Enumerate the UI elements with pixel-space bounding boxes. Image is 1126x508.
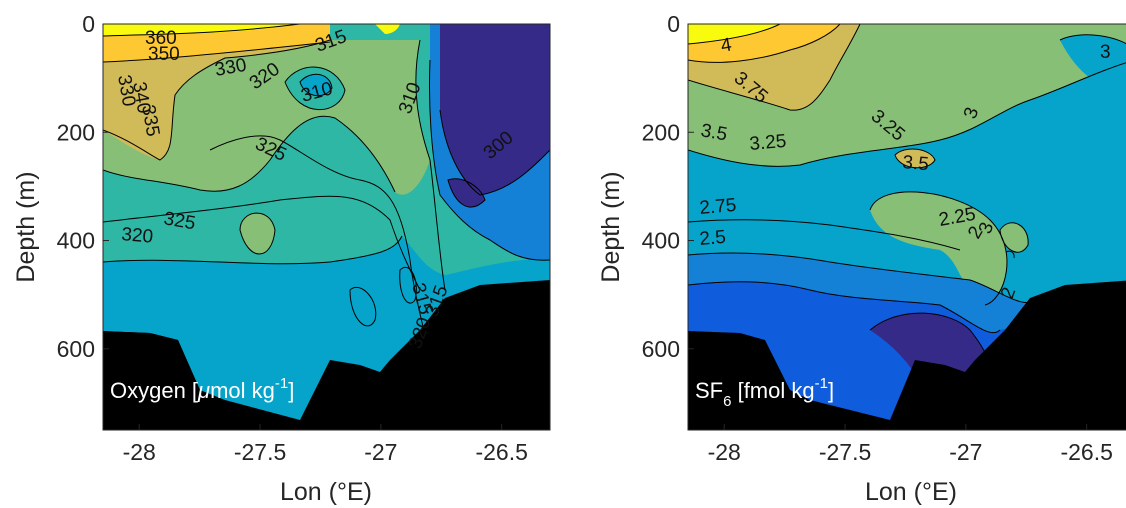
- sf6-annotation: SF6 [fmol kg-1]: [695, 375, 834, 410]
- oxygen-x-tick-label: -26.5: [475, 439, 527, 465]
- sf6-xlabel: Lon (°E): [865, 478, 957, 506]
- sf6-x-tick-label: -28: [708, 439, 741, 465]
- oxygen-contour-label: 360: [145, 28, 177, 49]
- sf6-contour-label: 3.25: [749, 131, 788, 155]
- oxygen-contour-label: 350: [148, 44, 180, 65]
- oxygen-y-tick-label: 600: [57, 336, 95, 362]
- sf6-contour-label: 3.5: [902, 152, 930, 175]
- sf6-contour-label: 3.5: [699, 120, 729, 145]
- sf6-band-yellow: [688, 24, 780, 44]
- sf6-patch-green-2: [1000, 222, 1029, 253]
- sf6-axes-box: [687, 23, 1126, 431]
- oxygen-ylabel: Depth (m): [12, 171, 40, 282]
- sf6-y-tick-label: 400: [642, 228, 680, 254]
- sf6-contour-labels: 4 3.75 3.5 3.25 3.25 3.5 2.75 2.5 3 3 2.…: [699, 34, 1111, 301]
- sf6-x-tick-label: -27: [949, 439, 982, 465]
- sf6-patch-tan: [895, 148, 935, 168]
- oxygen-patch-green: [240, 213, 275, 254]
- sf6-field: 4 3.75 3.5 3.25 3.25 3.5 2.75 2.5 3 3 2.…: [688, 24, 1126, 430]
- oxygen-bathymetry: [103, 280, 550, 430]
- oxygen-patch-yellow: [375, 24, 400, 34]
- sf6-contour-label: 2.75: [699, 195, 738, 219]
- oxygen-contour-lines: [103, 24, 550, 361]
- sf6-patch-east: [1060, 34, 1126, 91]
- oxygen-xlabel: Lon (°E): [280, 478, 372, 506]
- sf6-y-tick-label: 200: [642, 119, 680, 145]
- sf6-patch-green: [870, 191, 1007, 305]
- sf6-contour-label: 2.5: [699, 227, 727, 250]
- oxygen-patch-min: [300, 74, 332, 96]
- oxygen-field: 360 350 340 335 330 330 320 315 310 310 …: [103, 24, 550, 430]
- oxygen-x-tick-label: -27: [364, 439, 397, 465]
- oxygen-axes: -28 -27.5 -27 -26.5 0 200 400 600: [57, 11, 528, 465]
- oxygen-x-tick-label: -27.5: [234, 439, 286, 465]
- oxygen-y-tick-label: 0: [82, 11, 95, 37]
- oxygen-band-yellow: [103, 24, 300, 36]
- sf6-y-tick-label: 600: [642, 336, 680, 362]
- oxygen-axes-box: [102, 23, 551, 431]
- oxygen-patch-east-dark: [448, 178, 485, 208]
- sf6-contour-label: 3: [1100, 42, 1111, 63]
- oxygen-contour-labels: 360 350 340 335 330 330 320 315 310 310 …: [113, 26, 517, 352]
- sf6-ylabel: Depth (m): [597, 171, 625, 282]
- oxygen-x-tick-label: -28: [123, 439, 156, 465]
- sf6-contour-label: 4: [719, 34, 733, 57]
- oxygen-annotation: Oxygen [μmol kg-1]: [110, 375, 294, 403]
- sf6-y-tick-label: 0: [667, 11, 680, 37]
- oxygen-band-tan: [103, 40, 330, 160]
- sf6-panel: 4 3.75 3.5 3.25 3.25 3.5 2.75 2.5 3 3 2.…: [597, 11, 1126, 506]
- oxygen-y-tick-label: 200: [57, 119, 95, 145]
- sf6-x-tick-label: -27.5: [819, 439, 871, 465]
- oxygen-panel: 360 350 340 335 330 330 320 315 310 310 …: [12, 11, 551, 506]
- sf6-x-tick-label: -26.5: [1060, 439, 1112, 465]
- oxygen-y-tick-label: 400: [57, 228, 95, 254]
- oxygen-contour-label: 320: [121, 224, 154, 248]
- sf6-axes: -28 -27.5 -27 -26.5 0 200 400 600: [642, 11, 1113, 465]
- sf6-bathymetry: [688, 280, 1126, 430]
- oxygen-band-east-dark: [440, 24, 550, 195]
